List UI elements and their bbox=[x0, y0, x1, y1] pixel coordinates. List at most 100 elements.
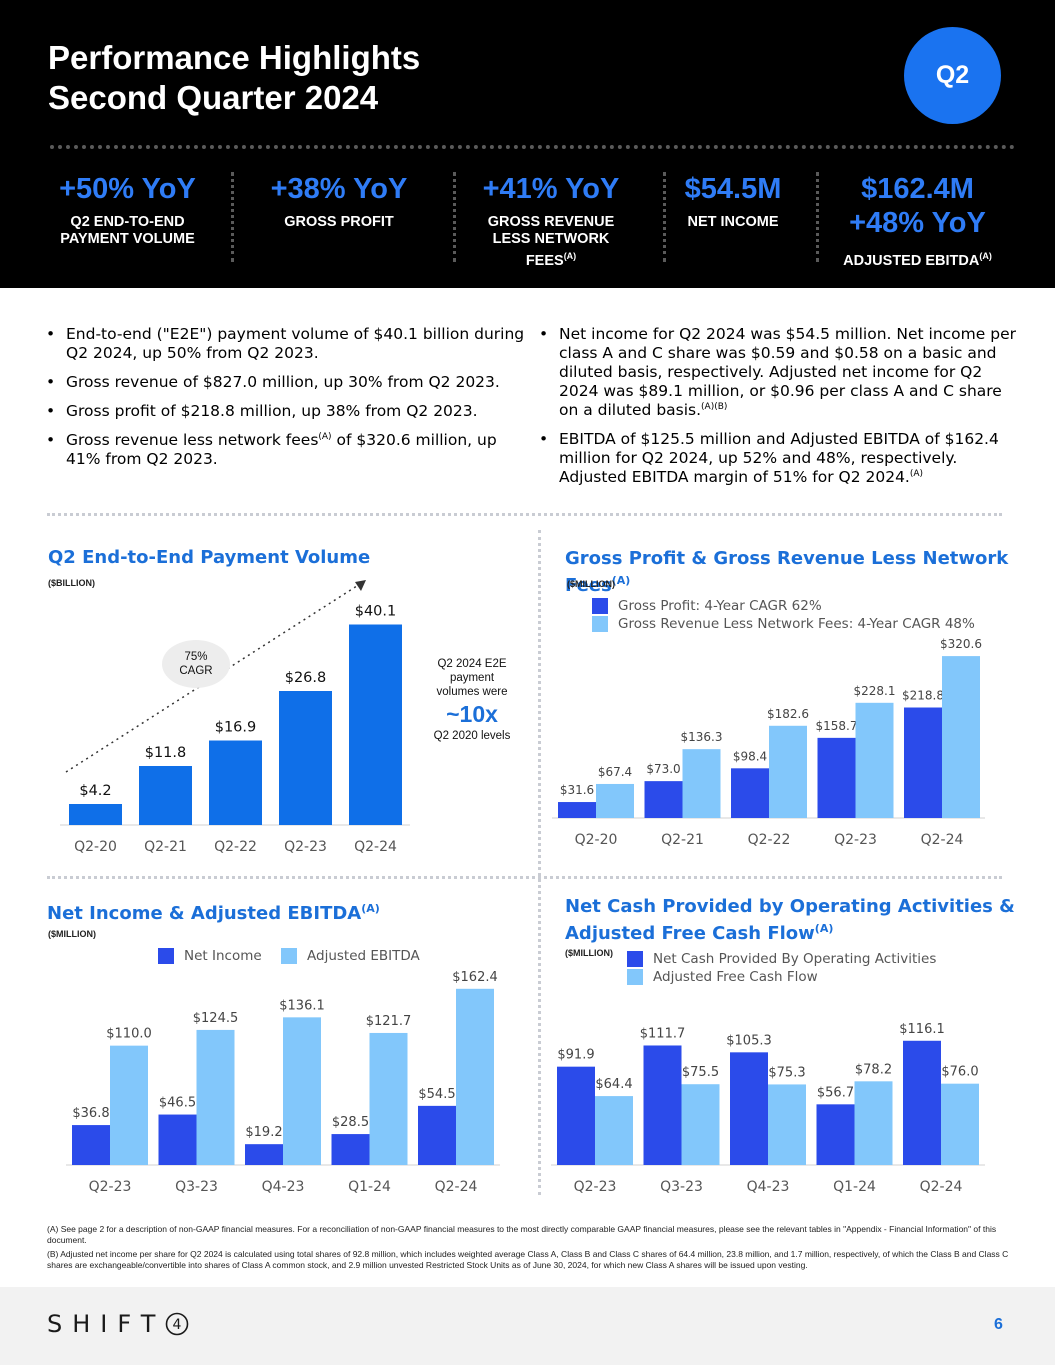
data-label: $56.7 bbox=[817, 1085, 854, 1100]
callout-multiple: ~10x bbox=[446, 701, 498, 727]
bar-Q2-23-s1 bbox=[110, 1045, 148, 1165]
chart-title-line: Adjusted Free Cash Flow(A) bbox=[565, 918, 1015, 945]
chart-title-gross-profit: Gross Profit & Gross Revenue Less Networ… bbox=[565, 548, 1055, 597]
footnotes: (A) See page 2 for a description of non-… bbox=[47, 1224, 1022, 1274]
legend-label: Net Cash Provided By Operating Activitie… bbox=[653, 951, 937, 967]
legend-item: Net Cash Provided By Operating Activitie… bbox=[627, 951, 936, 967]
x-tick-label: Q2-23 bbox=[284, 839, 327, 855]
footnote-a: (A) See page 2 for a description of non-… bbox=[47, 1224, 997, 1245]
bar-Q2-21-s0 bbox=[644, 781, 683, 818]
legend-item: Gross Revenue Less Network Fees: 4-Year … bbox=[592, 616, 975, 632]
logo-digit: 4 bbox=[173, 1317, 182, 1333]
chart-unit-gross-profit: ($MILLION) bbox=[567, 579, 615, 589]
bar-Q2-20-s0 bbox=[558, 802, 596, 818]
chart-unit-cash-flow: ($MILLION) bbox=[565, 948, 613, 958]
legend-swatch bbox=[627, 969, 643, 985]
bar-Q1-24-s1 bbox=[369, 1032, 408, 1165]
bar-Q1-24-s0 bbox=[816, 1104, 855, 1165]
bar-Q2-21-s1 bbox=[682, 749, 721, 818]
bar-Q3-23-s1 bbox=[196, 1029, 235, 1165]
legend-swatch bbox=[592, 598, 608, 614]
kpi-net-income: $54.5M NET INCOME bbox=[668, 172, 798, 231]
data-label: $111.7 bbox=[640, 1026, 686, 1041]
footnote-marker: (A) bbox=[611, 574, 631, 587]
x-tick-label: Q2-23 bbox=[574, 1179, 617, 1195]
bullet-text: Gross revenue less network fees bbox=[66, 431, 319, 449]
data-label: $121.7 bbox=[366, 1014, 412, 1029]
data-label: $182.6 bbox=[767, 707, 809, 721]
x-tick-label: Q3-23 bbox=[175, 1179, 218, 1195]
bullet-item: Gross profit of $218.8 million, up 38% f… bbox=[40, 402, 530, 421]
bullet-text: EBITDA of $125.5 million and Adjusted EB… bbox=[559, 430, 999, 486]
bar-Q4-23-s0 bbox=[730, 1052, 768, 1165]
kpi-gross-revenue: +41% YoY GROSS REVENUE LESS NETWORK FEES… bbox=[465, 172, 637, 270]
kpi-value: +41% YoY bbox=[482, 173, 620, 205]
legend-item: Gross Profit: 4-Year CAGR 62% bbox=[592, 598, 822, 614]
x-tick-label: Q2-24 bbox=[921, 832, 964, 848]
cagr-value: 75% bbox=[184, 651, 208, 663]
bar-Q2-24-s1 bbox=[941, 1083, 979, 1165]
footnote-marker: (A) bbox=[979, 251, 992, 261]
shift4-logo: SHIFT 4 bbox=[47, 1310, 189, 1338]
footnote-marker: (A) bbox=[318, 431, 332, 442]
bullet-item: EBITDA of $125.5 million and Adjusted EB… bbox=[533, 430, 1025, 487]
x-tick-label: Q2-24 bbox=[354, 839, 397, 855]
data-label: $76.0 bbox=[941, 1065, 978, 1080]
bar-Q3-23-s0 bbox=[643, 1045, 682, 1165]
kpi-label-line: PAYMENT VOLUME bbox=[60, 231, 195, 247]
bar-Q3-23-s1 bbox=[681, 1084, 720, 1165]
x-tick-label: Q3-23 bbox=[660, 1179, 703, 1195]
data-label: $136.3 bbox=[681, 730, 723, 744]
chart-unit-e2e: ($BILLION) bbox=[48, 578, 95, 588]
kpi-separator bbox=[816, 172, 819, 262]
data-label: $136.1 bbox=[279, 998, 325, 1013]
kpi-value-secondary: +48% YoY bbox=[849, 207, 986, 239]
bar-Q2-20-s1 bbox=[596, 783, 634, 818]
kpi-value: $54.5M bbox=[684, 173, 782, 205]
kpi-label-text: FEES bbox=[525, 252, 564, 269]
quarter-badge: Q2 bbox=[904, 27, 1001, 124]
kpi-separator bbox=[453, 172, 456, 262]
bullet-item: Gross revenue less network fees(A) of $3… bbox=[40, 431, 530, 469]
data-label: $11.8 bbox=[145, 745, 187, 761]
data-label: $228.1 bbox=[854, 684, 896, 698]
page-number: 6 bbox=[994, 1316, 1003, 1333]
x-tick-label: Q2-21 bbox=[661, 832, 704, 848]
cagr-annotation: 75% CAGR bbox=[162, 640, 230, 688]
kpi-label-line: GROSS REVENUE bbox=[487, 214, 615, 230]
page-title: Performance Highlights Second Quarter 20… bbox=[48, 38, 420, 118]
data-label: $75.3 bbox=[768, 1065, 805, 1080]
chart-title-text: Gross Profit & Gross Revenue Less Networ… bbox=[565, 548, 1009, 596]
header-band: Performance Highlights Second Quarter 20… bbox=[0, 0, 1055, 288]
data-label: $40.1 bbox=[355, 604, 397, 620]
kpi-gross-profit: +38% YoY GROSS PROFIT bbox=[250, 172, 428, 231]
title-line-1: Performance Highlights bbox=[48, 39, 421, 76]
kpi-label: GROSS PROFIT bbox=[250, 214, 428, 231]
kpi-label: ADJUSTED EBITDA(A) bbox=[825, 248, 1010, 270]
x-tick-label: Q2-23 bbox=[89, 1179, 132, 1195]
data-label: $110.0 bbox=[106, 1027, 152, 1042]
data-label: $218.8 bbox=[902, 689, 944, 703]
data-label: $4.2 bbox=[79, 783, 111, 799]
bar-Q1-24-s1 bbox=[854, 1081, 893, 1165]
kpi-label-text: ADJUSTED EBITDA bbox=[843, 252, 980, 269]
bar-Q4-23-s1 bbox=[283, 1017, 321, 1165]
bar-Q2-24-s0 bbox=[904, 707, 942, 818]
legend-swatch bbox=[592, 616, 608, 632]
column-divider bbox=[538, 530, 541, 1195]
e2e-callout: Q2 2024 E2E payment volumes were ~10x Q2… bbox=[418, 657, 526, 743]
bar-Q2-20 bbox=[69, 804, 122, 825]
bar-Q2-24-s1 bbox=[456, 988, 494, 1165]
legend-item: Net Income bbox=[158, 948, 262, 964]
data-label: $78.2 bbox=[855, 1062, 892, 1077]
callout-line: volumes were bbox=[436, 686, 508, 698]
data-label: $116.1 bbox=[899, 1022, 945, 1037]
data-label: $36.8 bbox=[72, 1106, 109, 1121]
legend-label: Net Income bbox=[184, 948, 262, 964]
footnote-marker: (A) bbox=[563, 251, 577, 261]
section-divider bbox=[47, 513, 1002, 516]
x-tick-label: Q2-24 bbox=[920, 1179, 963, 1195]
bar-Q2-23-s1 bbox=[855, 702, 894, 818]
callout-line: payment bbox=[449, 672, 495, 684]
x-tick-label: Q2-22 bbox=[214, 839, 257, 855]
